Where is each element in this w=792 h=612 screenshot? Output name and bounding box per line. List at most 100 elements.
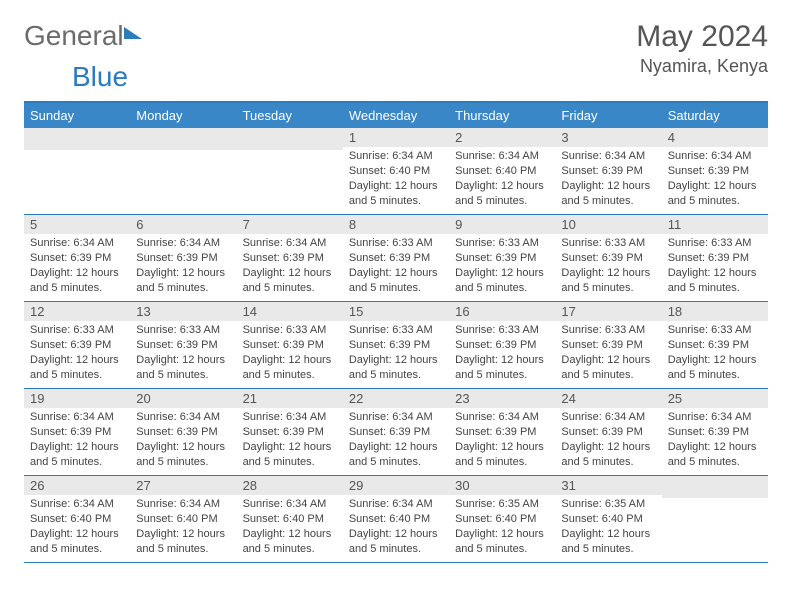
day-number: 7 <box>237 215 343 234</box>
brand-logo: General <box>24 20 142 52</box>
calendar-empty-cell <box>130 128 236 215</box>
day-number: 28 <box>237 476 343 495</box>
calendar-day-cell: 6Sunrise: 6:34 AMSunset: 6:39 PMDaylight… <box>130 215 236 302</box>
day-details: Sunrise: 6:34 AMSunset: 6:39 PMDaylight:… <box>24 234 130 299</box>
calendar-day-cell: 28Sunrise: 6:34 AMSunset: 6:40 PMDayligh… <box>237 476 343 563</box>
calendar-day-cell: 26Sunrise: 6:34 AMSunset: 6:40 PMDayligh… <box>24 476 130 563</box>
calendar-day-cell: 16Sunrise: 6:33 AMSunset: 6:39 PMDayligh… <box>449 302 555 389</box>
weekday-header: Sunday <box>24 102 130 128</box>
calendar-day-cell: 19Sunrise: 6:34 AMSunset: 6:39 PMDayligh… <box>24 389 130 476</box>
calendar-day-cell: 7Sunrise: 6:34 AMSunset: 6:39 PMDaylight… <box>237 215 343 302</box>
brand-part1: General <box>24 20 124 52</box>
calendar-row: 19Sunrise: 6:34 AMSunset: 6:39 PMDayligh… <box>24 389 768 476</box>
day-number: 8 <box>343 215 449 234</box>
weekday-header: Monday <box>130 102 236 128</box>
calendar-day-cell: 13Sunrise: 6:33 AMSunset: 6:39 PMDayligh… <box>130 302 236 389</box>
day-number: 11 <box>662 215 768 234</box>
day-number: 5 <box>24 215 130 234</box>
calendar-day-cell: 2Sunrise: 6:34 AMSunset: 6:40 PMDaylight… <box>449 128 555 215</box>
day-number: 15 <box>343 302 449 321</box>
title-block: May 2024 Nyamira, Kenya <box>636 20 768 77</box>
day-number: 31 <box>555 476 661 495</box>
day-details: Sunrise: 6:34 AMSunset: 6:39 PMDaylight:… <box>555 408 661 473</box>
calendar-day-cell: 4Sunrise: 6:34 AMSunset: 6:39 PMDaylight… <box>662 128 768 215</box>
calendar-day-cell: 14Sunrise: 6:33 AMSunset: 6:39 PMDayligh… <box>237 302 343 389</box>
day-number: 10 <box>555 215 661 234</box>
calendar-day-cell: 27Sunrise: 6:34 AMSunset: 6:40 PMDayligh… <box>130 476 236 563</box>
calendar-empty-cell <box>662 476 768 563</box>
calendar-day-cell: 18Sunrise: 6:33 AMSunset: 6:39 PMDayligh… <box>662 302 768 389</box>
day-details: Sunrise: 6:34 AMSunset: 6:39 PMDaylight:… <box>343 408 449 473</box>
calendar-day-cell: 24Sunrise: 6:34 AMSunset: 6:39 PMDayligh… <box>555 389 661 476</box>
calendar-day-cell: 3Sunrise: 6:34 AMSunset: 6:39 PMDaylight… <box>555 128 661 215</box>
day-details: Sunrise: 6:35 AMSunset: 6:40 PMDaylight:… <box>449 495 555 560</box>
day-details: Sunrise: 6:33 AMSunset: 6:39 PMDaylight:… <box>237 321 343 386</box>
day-number: 4 <box>662 128 768 147</box>
calendar-body: 1 Sunrise: 6:34 AMSunset: 6:40 PMDaylight… <box>24 128 768 563</box>
calendar-day-cell: 5Sunrise: 6:34 AMSunset: 6:39 PMDaylight… <box>24 215 130 302</box>
day-number: 30 <box>449 476 555 495</box>
day-details: Sunrise: 6:33 AMSunset: 6:39 PMDaylight:… <box>24 321 130 386</box>
day-number: 6 <box>130 215 236 234</box>
weekday-header: Tuesday <box>237 102 343 128</box>
month-title: May 2024 <box>636 20 768 54</box>
weekday-header: Friday <box>555 102 661 128</box>
day-details: Sunrise: 6:34 AMSunset: 6:39 PMDaylight:… <box>130 408 236 473</box>
day-details: Sunrise: 6:33 AMSunset: 6:39 PMDaylight:… <box>449 321 555 386</box>
day-number: 17 <box>555 302 661 321</box>
day-number: 18 <box>662 302 768 321</box>
day-number: 25 <box>662 389 768 408</box>
calendar-day-cell: 10Sunrise: 6:33 AMSunset: 6:39 PMDayligh… <box>555 215 661 302</box>
sail-icon <box>124 27 142 39</box>
calendar-row: 26Sunrise: 6:34 AMSunset: 6:40 PMDayligh… <box>24 476 768 563</box>
calendar-day-cell: 8Sunrise: 6:33 AMSunset: 6:39 PMDaylight… <box>343 215 449 302</box>
calendar-day-cell: 15Sunrise: 6:33 AMSunset: 6:39 PMDayligh… <box>343 302 449 389</box>
day-details: Sunrise: 6:33 AMSunset: 6:39 PMDaylight:… <box>555 234 661 299</box>
day-details: Sunrise: 6:33 AMSunset: 6:39 PMDaylight:… <box>662 321 768 386</box>
day-details: Sunrise: 6:34 AMSunset: 6:39 PMDaylight:… <box>24 408 130 473</box>
calendar-day-cell: 9Sunrise: 6:33 AMSunset: 6:39 PMDaylight… <box>449 215 555 302</box>
calendar-day-cell: 25Sunrise: 6:34 AMSunset: 6:39 PMDayligh… <box>662 389 768 476</box>
calendar-row: 5Sunrise: 6:34 AMSunset: 6:39 PMDaylight… <box>24 215 768 302</box>
location-label: Nyamira, Kenya <box>636 56 768 77</box>
day-details: Sunrise: 6:33 AMSunset: 6:39 PMDaylight:… <box>343 321 449 386</box>
day-details: Sunrise: 6:34 AMSunset: 6:39 PMDaylight:… <box>449 408 555 473</box>
calendar-row: 12Sunrise: 6:33 AMSunset: 6:39 PMDayligh… <box>24 302 768 389</box>
weekday-header: Thursday <box>449 102 555 128</box>
day-number: 16 <box>449 302 555 321</box>
brand-part2: Blue <box>72 61 128 92</box>
calendar-day-cell: 17Sunrise: 6:33 AMSunset: 6:39 PMDayligh… <box>555 302 661 389</box>
day-number: 26 <box>24 476 130 495</box>
day-number: 2 <box>449 128 555 147</box>
day-details: Sunrise: 6:35 AMSunset: 6:40 PMDaylight:… <box>555 495 661 560</box>
day-details: Sunrise: 6:34 AMSunset: 6:40 PMDaylight:… <box>130 495 236 560</box>
calendar-day-cell: 29Sunrise: 6:34 AMSunset: 6:40 PMDayligh… <box>343 476 449 563</box>
day-details: Sunrise: 6:34 AMSunset: 6:40 PMDaylight:… <box>237 495 343 560</box>
day-number: 13 <box>130 302 236 321</box>
day-details: Sunrise: 6:34 AMSunset: 6:39 PMDaylight:… <box>555 147 661 212</box>
day-number: 21 <box>237 389 343 408</box>
day-number: 24 <box>555 389 661 408</box>
calendar-day-cell: 23Sunrise: 6:34 AMSunset: 6:39 PMDayligh… <box>449 389 555 476</box>
calendar-day-cell: 31Sunrise: 6:35 AMSunset: 6:40 PMDayligh… <box>555 476 661 563</box>
calendar-empty-cell <box>237 128 343 215</box>
day-details: Sunrise: 6:34 AMSunset: 6:40 PMDaylight:… <box>343 495 449 560</box>
calendar-day-cell: 12Sunrise: 6:33 AMSunset: 6:39 PMDayligh… <box>24 302 130 389</box>
day-details: Sunrise: 6:34 AMSunset: 6:39 PMDaylight:… <box>662 408 768 473</box>
calendar-day-cell: 11Sunrise: 6:33 AMSunset: 6:39 PMDayligh… <box>662 215 768 302</box>
weekday-header: Saturday <box>662 102 768 128</box>
day-number: 14 <box>237 302 343 321</box>
calendar-empty-cell <box>24 128 130 215</box>
calendar-day-cell: 22Sunrise: 6:34 AMSunset: 6:39 PMDayligh… <box>343 389 449 476</box>
day-details: Sunrise: 6:34 AMSunset: 6:39 PMDaylight:… <box>130 234 236 299</box>
day-number: 23 <box>449 389 555 408</box>
day-details: Sunrise: 6:33 AMSunset: 6:39 PMDaylight:… <box>662 234 768 299</box>
day-details: Sunrise: 6:34 AMSunset: 6:39 PMDaylight:… <box>662 147 768 212</box>
calendar-day-cell: 30Sunrise: 6:35 AMSunset: 6:40 PMDayligh… <box>449 476 555 563</box>
calendar-table: SundayMondayTuesdayWednesdayThursdayFrid… <box>24 101 768 563</box>
day-details: Sunrise: 6:34 AMSunset: 6:39 PMDaylight:… <box>237 234 343 299</box>
day-number: 1 <box>343 128 449 147</box>
day-number: 27 <box>130 476 236 495</box>
calendar-day-cell: 1Sunrise: 6:34 AMSunset: 6:40 PMDaylight… <box>343 128 449 215</box>
day-details: Sunrise: 6:34 AMSunset: 6:39 PMDaylight:… <box>237 408 343 473</box>
